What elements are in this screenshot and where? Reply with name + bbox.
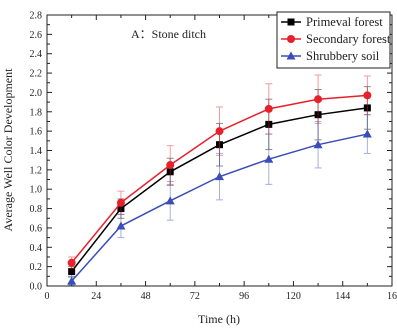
y-tick-label: 1.6: [30, 127, 43, 138]
y-tick-label: 0.2: [30, 262, 43, 273]
x-tick-label: 48: [141, 291, 151, 302]
y-tick-label: 0.6: [30, 223, 43, 234]
y-tick-label: 2.0: [30, 88, 43, 99]
x-tick-label: 144: [335, 291, 350, 302]
x-tick-label: 16: [387, 291, 397, 302]
chart-annotation: A：Stone ditch: [131, 27, 206, 41]
y-tick-label: 0.4: [30, 243, 43, 254]
data-point: [363, 91, 371, 99]
y-tick-label: 1.0: [30, 185, 43, 196]
data-point: [265, 105, 273, 113]
legend-label: Shrubbery soil: [306, 49, 380, 63]
data-point: [116, 221, 125, 229]
x-tick-label: 120: [286, 291, 301, 302]
y-tick-label: 2.6: [30, 30, 43, 41]
x-axis-label: Time (h): [198, 312, 240, 326]
data-point: [166, 196, 175, 204]
legend: Primeval forest Secondary forest Shrubbery…: [277, 12, 391, 68]
data-point: [166, 161, 174, 169]
y-tick-label: 2.2: [30, 69, 43, 80]
x-tick-label: 96: [239, 291, 249, 302]
legend-label: Primeval forest: [306, 15, 383, 29]
data-point: [314, 95, 322, 103]
x-tick-label: 0: [45, 291, 50, 302]
legend-marker: [287, 35, 295, 43]
x-tick-label: 24: [91, 291, 101, 302]
y-tick-label: 2.8: [30, 11, 43, 22]
x-tick-label: 72: [190, 291, 200, 302]
data-point: [68, 259, 76, 267]
y-tick-label: 2.4: [30, 49, 43, 60]
y-tick-label: 0.0: [30, 282, 43, 293]
y-axis-label: Average Well Color Development: [1, 68, 15, 232]
data-point: [363, 130, 372, 138]
y-tick-label: 1.4: [30, 146, 43, 157]
y-tick-label: 1.2: [30, 165, 43, 176]
y-tick-label: 0.8: [30, 204, 43, 215]
legend-marker: [288, 19, 295, 26]
data-point: [216, 127, 224, 135]
data-point: [117, 199, 125, 207]
series-layer: [67, 75, 372, 285]
y-tick-label: 1.8: [30, 107, 43, 118]
legend-label: Secondary forest: [306, 32, 391, 46]
